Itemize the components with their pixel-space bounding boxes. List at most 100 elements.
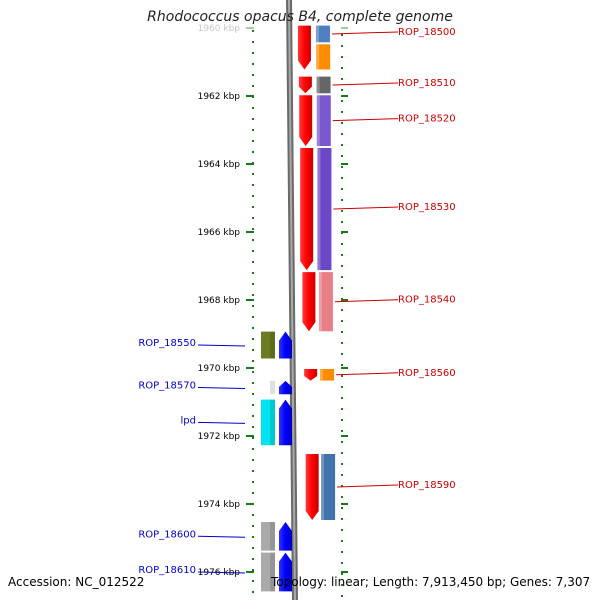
gene-bar-right[interactable] — [317, 148, 332, 271]
minor-tick-left — [252, 591, 254, 593]
gene-bar-shine — [316, 95, 320, 146]
minor-tick-left — [252, 195, 254, 197]
minor-tick-right — [341, 342, 343, 344]
minor-tick-right — [341, 441, 343, 443]
axis-tick-label: 1968 kbp — [198, 296, 241, 306]
minor-tick-right — [341, 496, 343, 498]
cds-arrow-left[interactable] — [279, 380, 292, 395]
gene-label-left[interactable]: ROP_18570 — [138, 381, 196, 392]
gene-bar-right[interactable] — [316, 95, 331, 146]
minor-tick-left — [252, 481, 254, 483]
minor-tick-left — [252, 30, 254, 32]
axis-tick-label: 1962 kbp — [198, 92, 241, 102]
map-title: Rhodococcus opacus B4, complete genome — [147, 9, 453, 25]
major-tick-left — [246, 27, 254, 29]
cds-arrow-right[interactable] — [305, 454, 319, 520]
major-tick-right — [341, 503, 348, 505]
minor-tick-left — [252, 547, 254, 549]
gene-bar-right[interactable] — [320, 369, 335, 381]
cds-arrow-right[interactable] — [299, 95, 313, 146]
gene-bar-right[interactable] — [316, 44, 331, 70]
gene-bar-left[interactable] — [261, 552, 275, 592]
label-leader-right — [332, 82, 399, 86]
label-leader-left — [197, 421, 246, 424]
gene-label-left[interactable]: ROP_18600 — [138, 529, 196, 540]
gene-bar-right[interactable] — [315, 25, 330, 43]
major-tick-left — [246, 95, 254, 97]
minor-tick-right — [341, 133, 343, 135]
minor-tick-left — [252, 283, 254, 285]
gene-label-right[interactable]: ROP_18530 — [398, 202, 456, 213]
minor-tick-left — [252, 426, 254, 428]
gene-bar-right[interactable] — [316, 76, 331, 94]
gene-bar-shade — [270, 331, 275, 359]
label-leader-left — [197, 344, 246, 347]
gene-bar-left[interactable] — [261, 331, 275, 359]
minor-tick-right — [341, 375, 343, 377]
cds-arrow-right[interactable] — [298, 76, 312, 94]
minor-tick-right — [341, 188, 343, 190]
gene-bar-left[interactable] — [261, 522, 275, 551]
minor-tick-left — [252, 327, 254, 329]
gene-label-right[interactable]: ROP_18590 — [398, 480, 456, 491]
label-leader-right — [337, 484, 399, 488]
axis-tick-label: 1970 kbp — [198, 364, 241, 374]
minor-tick-right — [341, 474, 343, 476]
minor-tick-right — [341, 100, 343, 102]
major-tick-left — [246, 503, 254, 505]
cds-arrow-left[interactable] — [279, 331, 292, 359]
minor-tick-right — [341, 353, 343, 355]
minor-tick-right — [341, 309, 343, 311]
gene-bar-right[interactable] — [321, 454, 336, 520]
gene-label-right[interactable]: ROP_18500 — [398, 27, 456, 38]
minor-tick-right — [341, 562, 343, 564]
gene-bar-shine — [321, 454, 325, 520]
minor-tick-right — [341, 34, 343, 36]
gene-bar-shine — [315, 25, 319, 43]
minor-tick-right — [341, 386, 343, 388]
cds-arrow-right[interactable] — [302, 272, 316, 332]
gene-label-left[interactable]: ROP_18550 — [138, 338, 196, 349]
minor-tick-left — [252, 316, 254, 318]
gene-bar-shine — [320, 369, 324, 381]
minor-tick-right — [341, 419, 343, 421]
minor-tick-right — [341, 221, 343, 223]
minor-tick-right — [341, 78, 343, 80]
major-tick-right — [341, 299, 348, 301]
gene-label-right[interactable]: ROP_18560 — [398, 368, 456, 379]
gene-bar-left[interactable] — [261, 399, 275, 446]
accession-text: Accession: NC_012522 — [8, 575, 145, 589]
major-tick-left — [246, 435, 254, 437]
gene-label-left[interactable]: ROP_18610 — [138, 565, 196, 576]
cds-arrow-right[interactable] — [297, 25, 311, 70]
major-tick-right — [341, 571, 348, 573]
cds-arrow-left[interactable] — [279, 552, 292, 592]
gene-label-right[interactable]: ROP_18540 — [398, 295, 456, 306]
genome-summary-text: Topology: linear; Length: 7,913,450 bp; … — [271, 575, 591, 589]
gene-label-right[interactable]: ROP_18520 — [398, 114, 456, 125]
minor-tick-left — [252, 536, 254, 538]
minor-tick-left — [252, 151, 254, 153]
gene-bar-left[interactable] — [261, 380, 275, 395]
minor-tick-right — [341, 166, 343, 168]
cds-arrow-left[interactable] — [279, 522, 292, 551]
cds-arrow-right[interactable] — [300, 148, 314, 271]
minor-tick-right — [341, 573, 343, 575]
gene-label-left[interactable]: lpd — [181, 415, 196, 426]
minor-tick-right — [341, 254, 343, 256]
genome-backbone — [286, 0, 298, 600]
cds-arrow-left[interactable] — [279, 399, 292, 446]
minor-tick-left — [252, 250, 254, 252]
axis-tick-label: 1966 kbp — [198, 228, 241, 238]
minor-tick-right — [341, 265, 343, 267]
cds-arrow-right[interactable] — [304, 369, 318, 381]
gene-label-right[interactable]: ROP_18510 — [398, 78, 456, 89]
label-leader-left — [197, 535, 246, 538]
gene-bar-right[interactable] — [318, 272, 333, 332]
label-leader-left — [197, 571, 246, 574]
major-tick-left — [246, 231, 254, 233]
minor-tick-left — [252, 492, 254, 494]
minor-tick-left — [252, 118, 254, 120]
label-leader-right — [332, 118, 399, 122]
minor-tick-right — [341, 287, 343, 289]
